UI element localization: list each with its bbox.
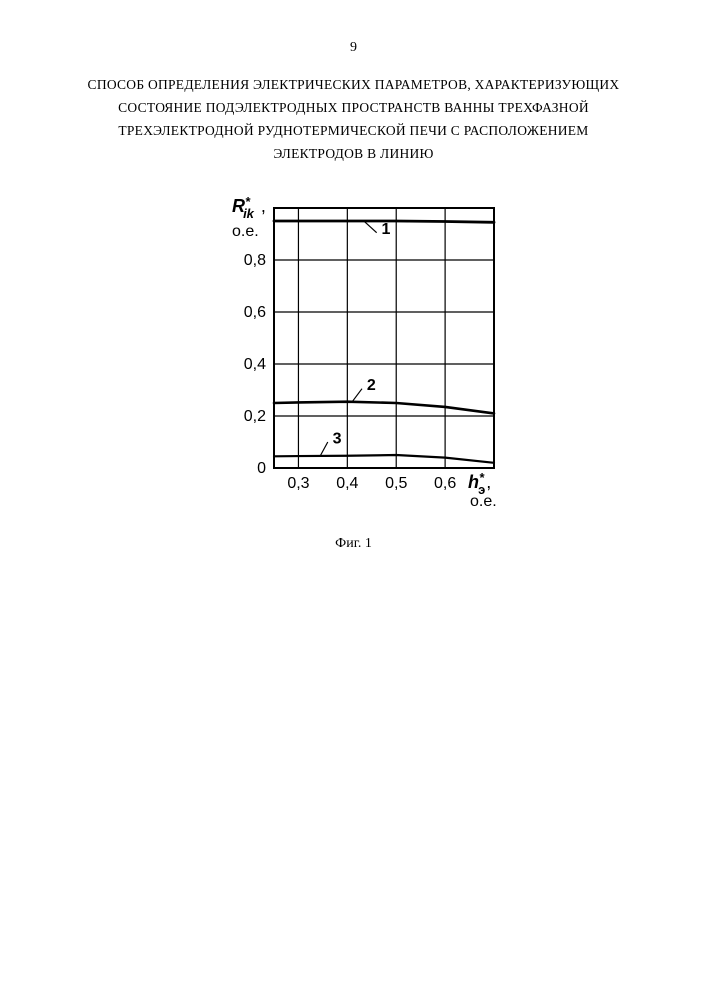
series-label-3: 3 [332,430,341,447]
y-axis-label: R*ik , [232,194,266,221]
document-title: СПОСОБ ОПРЕДЕЛЕНИЯ ЭЛЕКТРИЧЕСКИХ ПАРАМЕТ… [0,74,707,166]
y-tick-label: 0 [257,460,266,477]
x-tick-label: 0,4 [336,475,358,492]
page: 9 СПОСОБ ОПРЕДЕЛЕНИЯ ЭЛЕКТРИЧЕСКИХ ПАРАМ… [0,0,707,1000]
page-number: 9 [0,40,707,56]
leader-line [320,442,327,456]
figure-caption: Фиг. 1 [335,536,372,552]
title-line-3: ТРЕХЭЛЕКТРОДНОЙ РУДНОТЕРМИЧЕСКОЙ ПЕЧИ С … [118,123,588,138]
y-tick-label: 0,4 [243,356,265,373]
series-label-1: 1 [381,221,390,238]
title-line-4: ЭЛЕКТРОДОВ В ЛИНИЮ [273,146,433,161]
x-tick-label: 0,6 [433,475,455,492]
figure-1: 00,20,40,60,80,30,40,50,6R*ik ,о.е.h*э,о… [0,188,707,552]
title-line-2: СОСТОЯНИЕ ПОДЭЛЕКТРОДНЫХ ПРОСТРАНСТВ ВАН… [118,100,589,115]
plot-border [274,208,494,468]
series-line-2 [274,401,494,413]
x-tick-label: 0,5 [385,475,407,492]
y-axis-unit: о.е. [232,223,259,240]
series-label-2: 2 [366,377,375,394]
y-tick-label: 0,6 [243,304,265,321]
leader-line [352,388,362,401]
title-line-1: СПОСОБ ОПРЕДЕЛЕНИЯ ЭЛЕКТРИЧЕСКИХ ПАРАМЕТ… [88,77,620,92]
chart-svg: 00,20,40,60,80,30,40,50,6R*ik ,о.е.h*э,о… [204,188,504,528]
y-tick-label: 0,2 [243,408,265,425]
x-tick-label: 0,3 [287,475,309,492]
leader-line [364,221,376,232]
y-tick-label: 0,8 [243,252,265,269]
series-line-3 [274,455,494,463]
x-axis-unit: о.е. [470,493,497,510]
